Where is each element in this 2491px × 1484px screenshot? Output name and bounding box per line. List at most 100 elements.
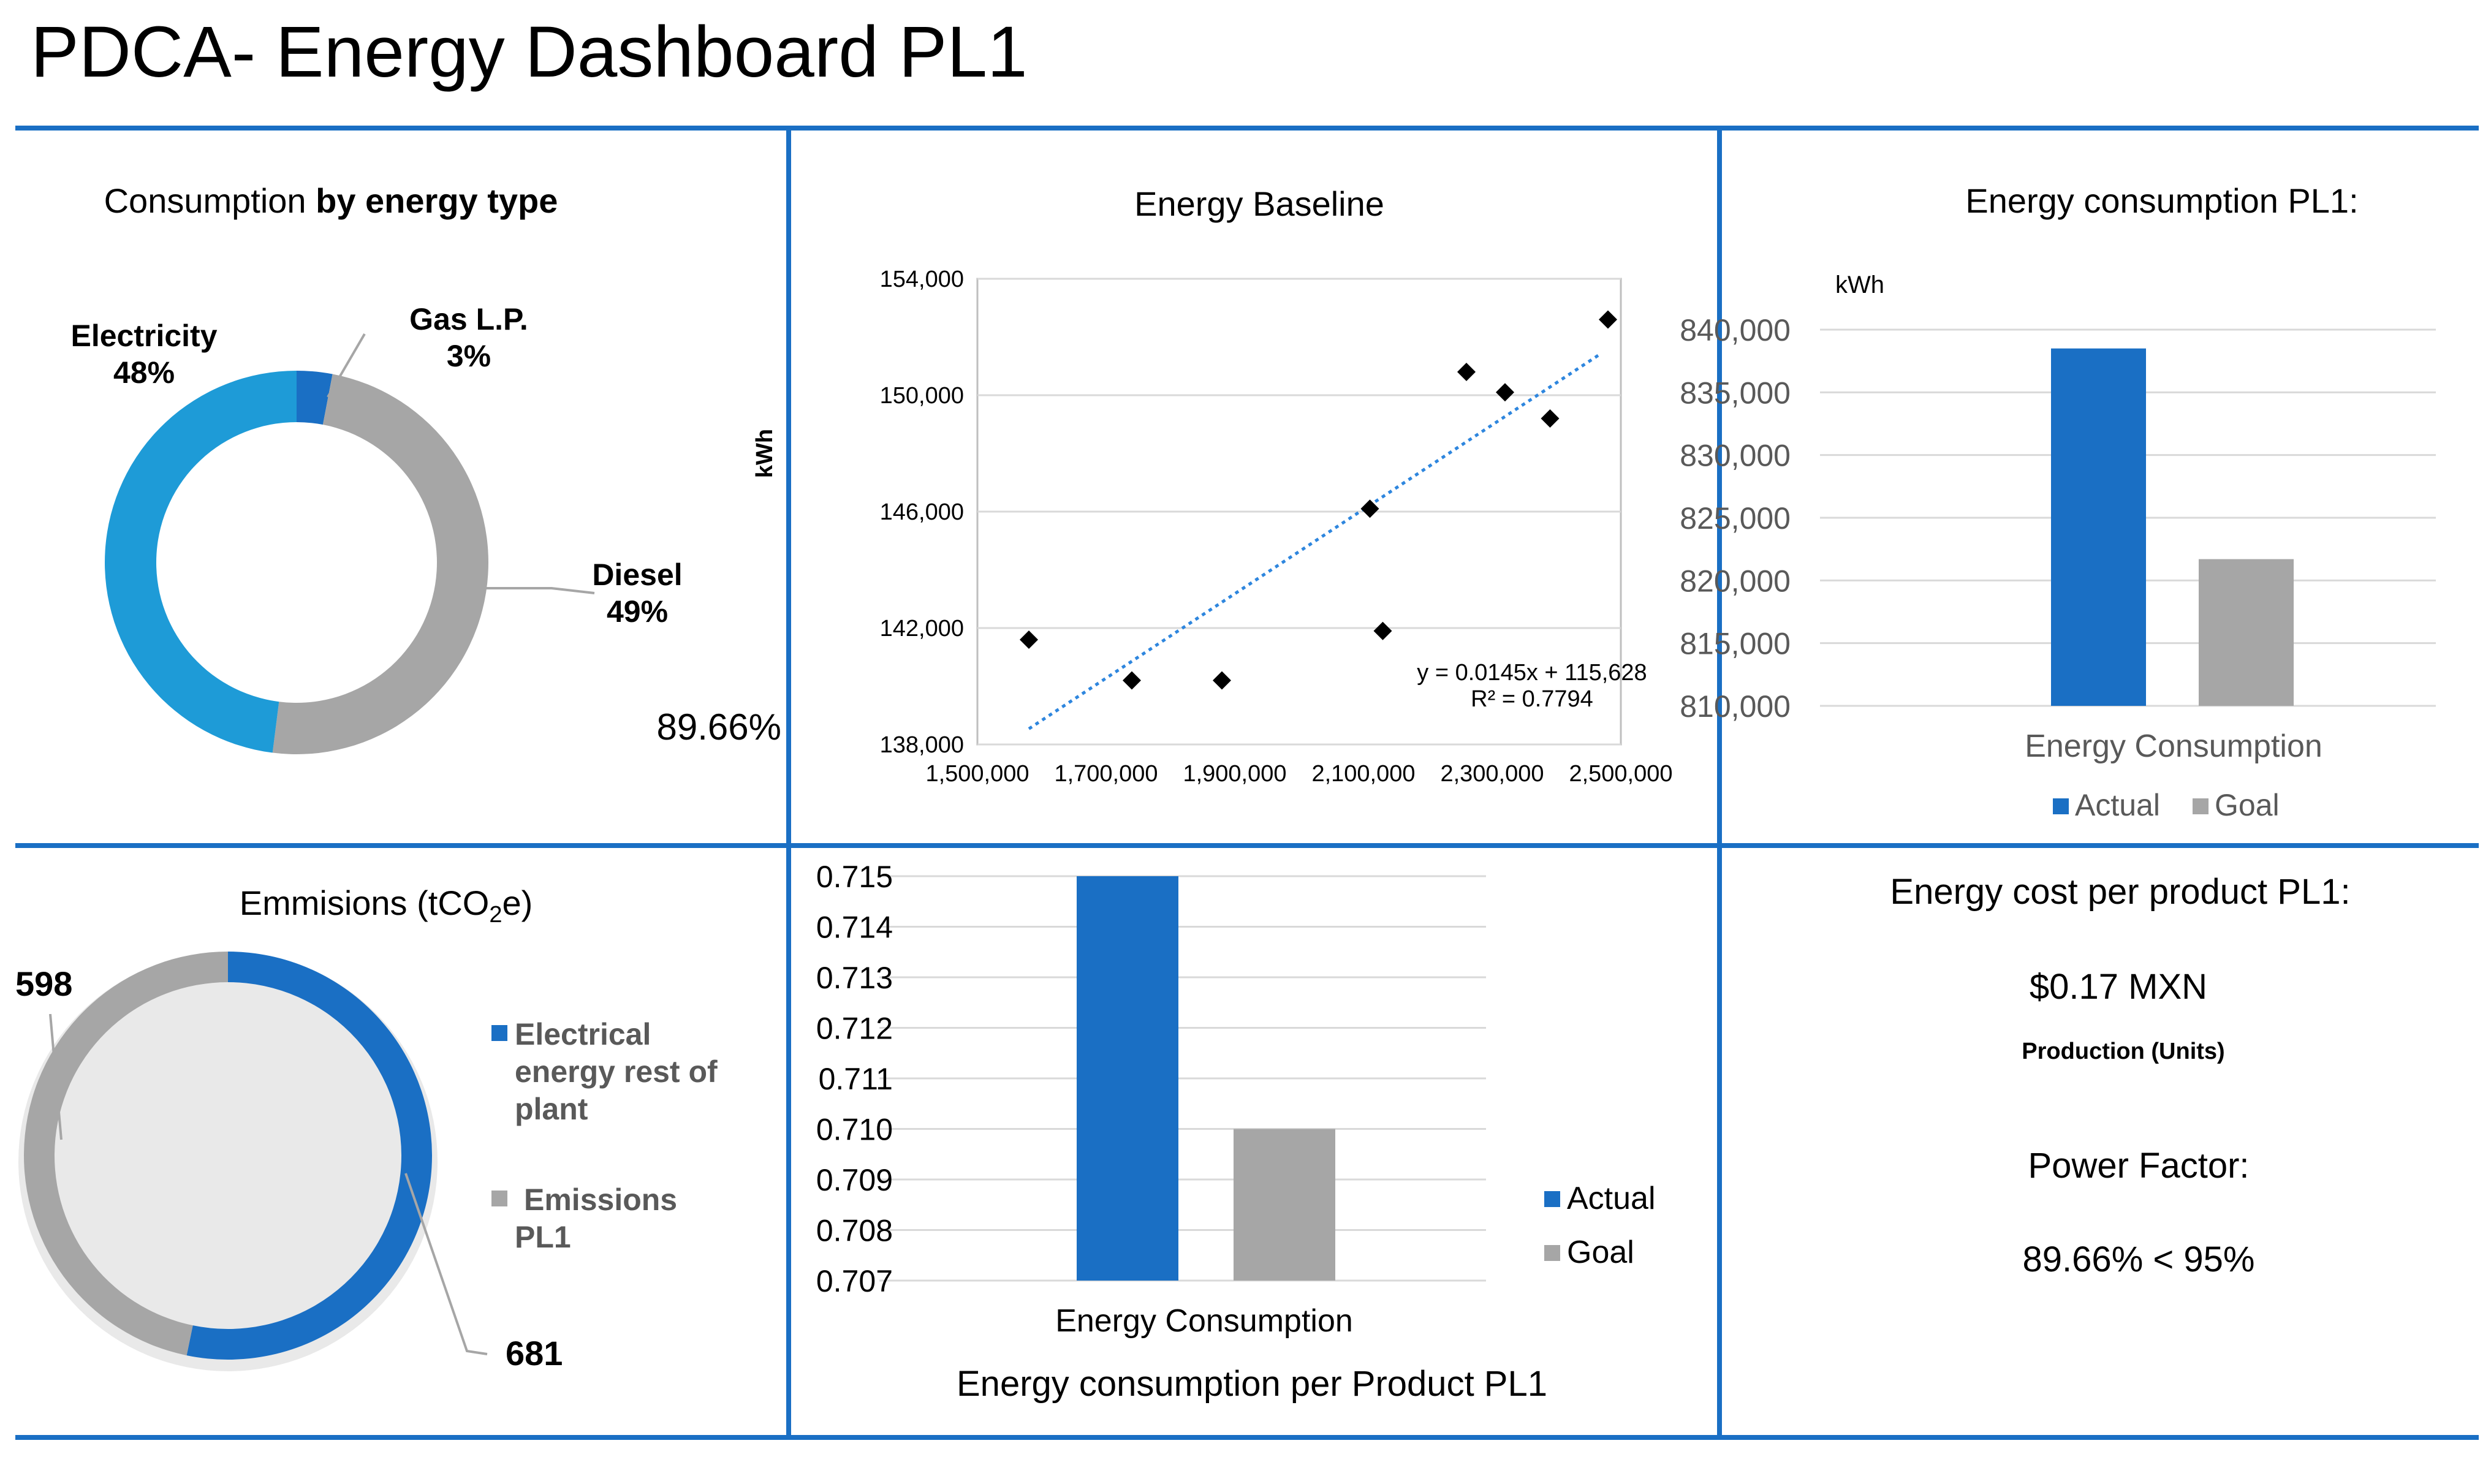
- energy-type-slice-0: [297, 371, 333, 425]
- baseline-point: [1599, 310, 1617, 329]
- baseline-x-tick: 1,500,000: [925, 761, 1029, 787]
- per-product-tick-labels: 0.707 0.708 0.709 0.710 0.711 0.712 0.713 0.714…: [816, 860, 893, 1298]
- baseline-x-tick: 2,100,000: [1311, 761, 1415, 787]
- legend-swatch-goal-2: [1544, 1245, 1560, 1261]
- baseline-x-tick: 2,300,000: [1440, 761, 1544, 787]
- panel-emissions: Emmisions (tCO2e) 598 681 Electrical ene…: [15, 884, 718, 1372]
- page-title: PDCA- Energy Dashboard PL1: [31, 12, 1028, 93]
- cost-per-product-value: $0.17 MXN: [2030, 967, 2207, 1007]
- legend-swatch-goal: [2193, 798, 2209, 814]
- emissions-pl1-value: 598: [15, 964, 72, 1003]
- label-gas-pct: 3%: [447, 339, 491, 373]
- gas-leader-line: [327, 333, 366, 398]
- baseline-y-axis-label: kWh: [752, 429, 778, 478]
- per-product-gridlines: [879, 875, 1486, 1282]
- emissions-donut-shadow: [18, 952, 438, 1371]
- baseline-tick-labels: 138,000 142,000 146,000 150,000 154,000 1,500…: [880, 267, 1673, 787]
- baseline-point: [1213, 671, 1231, 690]
- legend-electrical-line1: Electrical: [515, 1017, 651, 1051]
- legend-swatch-actual-2: [1544, 1191, 1560, 1207]
- power-factor-value: 89.66% < 95%: [2023, 1240, 2255, 1279]
- legend-label-goal: Goal: [2215, 788, 2280, 822]
- legend-electrical-line3: plant: [515, 1092, 588, 1126]
- emissions-slice-1: [24, 952, 228, 1356]
- label-gas-name: Gas L.P.: [409, 302, 528, 336]
- consumption-category-label: Energy Consumption: [2025, 729, 2322, 764]
- legend-emissions-line2: PL1: [515, 1220, 571, 1254]
- power-factor-note: 89.66%: [657, 706, 782, 748]
- power-factor-title: Power Factor:: [2028, 1146, 2250, 1186]
- per-product-bars: [1077, 876, 1335, 1281]
- per-product-y-tick: 0.709: [816, 1163, 893, 1197]
- consumption-y-tick: 825,000: [1680, 501, 1791, 536]
- per-product-y-tick: 0.712: [816, 1012, 893, 1046]
- emissions-pl1-leader: [49, 1013, 63, 1140]
- consumption-legend: Actual Goal: [2053, 788, 2280, 822]
- baseline-point: [1123, 671, 1141, 690]
- baseline-y-tick: 154,000: [880, 267, 964, 292]
- emissions-slice-0: [186, 952, 432, 1360]
- baseline-point: [1457, 363, 1476, 381]
- panel-per-product: 0.707 0.708 0.709 0.710 0.711 0.712 0.713 0.714…: [816, 860, 1656, 1404]
- consumption-y-tick: 815,000: [1680, 627, 1791, 661]
- baseline-x-tick: 1,900,000: [1183, 761, 1286, 787]
- consumption-y-tick: 820,000: [1680, 564, 1791, 598]
- per-product-y-tick: 0.710: [816, 1113, 893, 1147]
- legend-swatch-actual: [2053, 798, 2069, 814]
- baseline-y-tick: 146,000: [880, 499, 964, 525]
- panel-energy-type: Consumption by energy type Electricity 4…: [70, 181, 781, 754]
- baseline-point: [1541, 409, 1560, 428]
- legend-emissions-line1: Emissions: [524, 1183, 677, 1217]
- legend-swatch-emissions-pl1: [491, 1191, 507, 1206]
- baseline-y-tick: 150,000: [880, 383, 964, 409]
- label-electricity-name: Electricity: [70, 319, 217, 353]
- baseline-point: [1373, 621, 1392, 640]
- energy-type-slice-1: [272, 374, 488, 754]
- panel-energy-baseline: Energy Baseline kWh 138,000 142,000 146,00…: [752, 184, 1673, 787]
- per-product-y-tick: 0.713: [816, 961, 893, 995]
- energy-type-slice-2: [105, 371, 297, 753]
- panel-energy-consumption: Energy consumption PL1: kWh 810,000 815,0…: [1680, 181, 2436, 822]
- consumption-tick-labels: 810,000 815,000 820,000 825,000 830,000 835,0…: [1680, 313, 1791, 724]
- per-product-y-tick: 0.707: [816, 1264, 893, 1298]
- per-product-legend: Actual Goal: [1544, 1181, 1656, 1270]
- baseline-title: Energy Baseline: [1134, 184, 1384, 223]
- label-electricity-pct: 48%: [113, 355, 175, 390]
- consumption-unit-label: kWh: [1835, 271, 1884, 298]
- emissions-rest-value: 681: [506, 1334, 563, 1372]
- baseline-point: [1360, 499, 1379, 518]
- legend-electrical-line2: energy rest of: [515, 1054, 718, 1089]
- per-product-y-tick: 0.715: [816, 860, 893, 894]
- legend-label-actual-2: Actual: [1567, 1181, 1656, 1216]
- baseline-equation: y = 0.0145x + 115,628: [1417, 660, 1647, 686]
- per-product-y-tick: 0.711: [819, 1062, 893, 1096]
- diesel-leader-line: [484, 587, 595, 594]
- consumption-title: Energy consumption PL1:: [1965, 181, 2358, 220]
- baseline-gridlines: [977, 278, 1621, 746]
- consumption-bar-actual: [2051, 348, 2146, 706]
- baseline-point: [1496, 383, 1514, 402]
- baseline-y-tick: 138,000: [880, 732, 964, 758]
- per-product-y-tick: 0.708: [816, 1214, 893, 1248]
- energy-type-title: Consumption by energy type: [104, 181, 558, 220]
- consumption-y-tick: 810,000: [1680, 689, 1791, 724]
- consumption-y-tick: 840,000: [1680, 313, 1791, 347]
- emissions-legend: Electrical energy rest of plant Emission…: [491, 1017, 718, 1254]
- baseline-trendline: [1028, 352, 1602, 730]
- legend-label-goal-2: Goal: [1567, 1235, 1634, 1270]
- emissions-rest-leader: [404, 1173, 488, 1355]
- cost-per-product-title: Energy cost per product PL1:: [1890, 872, 2350, 912]
- baseline-point: [1020, 630, 1038, 649]
- consumption-bar-goal: [2199, 559, 2294, 706]
- per-product-category-label: Energy Consumption: [1055, 1303, 1353, 1339]
- per-product-bar-goal: [1234, 1129, 1335, 1281]
- legend-label-actual: Actual: [2075, 788, 2160, 822]
- baseline-x-tick: 2,500,000: [1569, 761, 1672, 787]
- per-product-title: Energy consumption per Product PL1: [957, 1364, 1547, 1404]
- per-product-y-tick: 0.714: [816, 910, 893, 945]
- label-diesel-name: Diesel: [592, 558, 682, 592]
- energy-type-donut: [105, 371, 488, 754]
- consumption-y-tick: 830,000: [1680, 439, 1791, 473]
